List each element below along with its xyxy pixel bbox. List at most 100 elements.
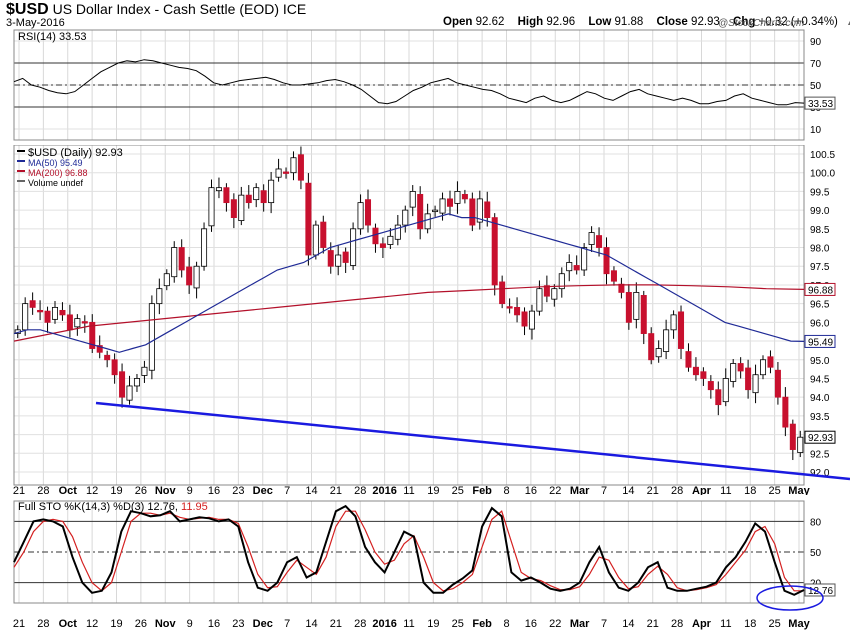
x-tick-label: 2016	[372, 485, 396, 495]
candle	[573, 265, 580, 271]
x-tick-label: Nov	[155, 618, 177, 630]
candle	[104, 354, 111, 361]
candle	[37, 309, 44, 313]
candle	[789, 423, 796, 450]
x-tick-label: 22	[549, 618, 561, 630]
close-label: Close	[656, 16, 688, 28]
x-tick-label: Feb	[472, 485, 492, 495]
candle	[372, 227, 379, 245]
x-tick-label: 16	[208, 485, 220, 495]
x-tick-label: 11	[720, 618, 731, 630]
candle	[89, 321, 96, 349]
x-tick-label: 21	[647, 485, 659, 495]
candle	[245, 194, 252, 204]
candle	[305, 182, 312, 256]
candle	[476, 198, 483, 223]
sto-current-value-box	[804, 583, 836, 597]
x-tick-label: 18	[744, 618, 756, 630]
candle	[394, 224, 401, 240]
candle	[201, 228, 208, 267]
candle	[782, 396, 789, 428]
candle	[148, 303, 155, 371]
candle	[700, 371, 707, 379]
candle	[44, 310, 51, 323]
highlight-ellipse	[756, 585, 824, 611]
x-tick-label: 7	[601, 485, 607, 495]
ohlc-summary: Open 92.62 High 92.96 Low 91.88 Close 92…	[443, 16, 850, 28]
chg-up-arrow-icon: ▲	[846, 17, 850, 27]
close-value: 92.93	[808, 433, 833, 444]
candle	[230, 199, 237, 219]
x-tick-label: 21	[13, 618, 25, 630]
x-tick-label: 11	[720, 485, 731, 495]
candle	[514, 306, 521, 316]
candle	[692, 366, 699, 376]
close-value-box	[804, 430, 836, 444]
rsi-title: RSI(14) 33.53	[18, 31, 86, 43]
stockcharts-credit: @StockCharts.com	[718, 18, 805, 29]
candle	[566, 262, 573, 272]
candle	[350, 228, 357, 266]
ma200-value-box	[804, 282, 836, 296]
x-tick-label: 26	[135, 485, 147, 495]
x-tick-label: 28	[37, 618, 49, 630]
x-tick-label: 16	[208, 618, 220, 630]
x-tick-label: 21	[647, 618, 659, 630]
rsi-current-value: 33.53	[808, 99, 833, 110]
sto-title: Full STO %K(14,3) %D(3) 12.76, 11.95	[18, 501, 208, 513]
x-tick-label: 7	[601, 618, 607, 630]
candle	[685, 351, 692, 368]
candle	[432, 209, 439, 213]
candle	[59, 309, 66, 316]
rsi-y-tick-label: 10	[810, 125, 822, 136]
candle	[208, 187, 215, 227]
price-y-tick-label: 94.0	[810, 393, 830, 404]
candle	[320, 221, 327, 248]
candle	[745, 367, 752, 391]
x-tick-label: 19	[427, 485, 439, 495]
candle	[610, 270, 617, 282]
x-tick-label: Apr	[692, 485, 712, 495]
price-y-tick-label: 99.5	[810, 187, 830, 198]
sto-current-value: 12.76	[808, 586, 833, 597]
ma200-value: 96.88	[808, 285, 833, 296]
sto-y-tick-label: 50	[810, 548, 822, 559]
x-tick-label: 22	[549, 485, 561, 495]
candle	[275, 168, 282, 178]
x-tick-label: 14	[305, 618, 317, 630]
rsi-y-tick-label: 70	[810, 59, 822, 70]
open-value: 92.62	[475, 16, 505, 28]
sto-k-line	[13, 504, 805, 596]
candle	[469, 198, 476, 226]
instrument-name: US Dollar Index - Cash Settle (EOD)	[52, 1, 279, 17]
legend-swatch	[17, 160, 25, 162]
price-y-tick-label: 94.5	[810, 374, 830, 385]
price-y-tick-label: 98.5	[810, 225, 830, 236]
x-tick-label: 19	[110, 618, 122, 630]
candle	[215, 187, 222, 192]
legend-entry: MA(200) 96.88	[28, 168, 88, 178]
x-tick-label: 21	[13, 485, 25, 495]
legend-swatch	[17, 150, 25, 152]
candle	[760, 359, 767, 376]
candle	[521, 311, 528, 327]
sto-y-tick-label: 80	[810, 517, 822, 528]
ma50-line	[13, 213, 805, 353]
candle	[268, 179, 275, 204]
x-tick-label: Mar	[570, 618, 590, 630]
price-y-tick-label: 93.5	[810, 412, 830, 423]
candle	[178, 247, 185, 271]
x-tick-label: 25	[452, 485, 464, 495]
price-y-tick-label: 99.0	[810, 206, 830, 217]
candle	[171, 247, 178, 278]
x-tick-label: 14	[305, 485, 317, 495]
x-tick-label: 8	[503, 485, 509, 495]
close-value: 92.93	[691, 16, 720, 28]
candle	[663, 329, 670, 352]
candle	[379, 243, 386, 248]
candle	[417, 194, 424, 230]
x-tick-label: Dec	[253, 485, 273, 495]
candle	[715, 389, 722, 406]
x-tick-label: 26	[135, 618, 147, 630]
